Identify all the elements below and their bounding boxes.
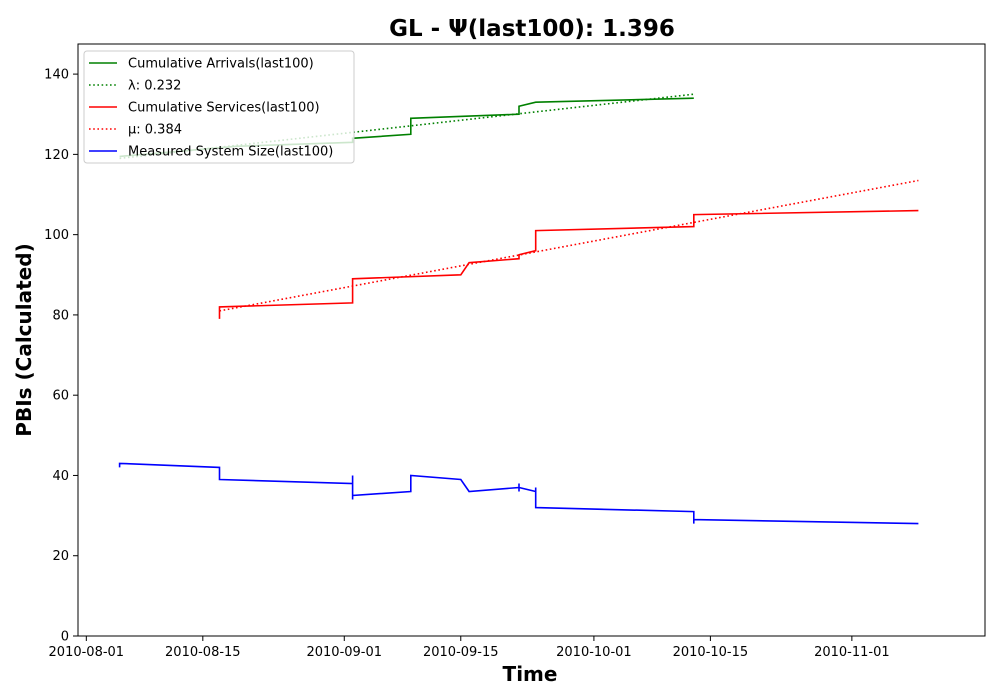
legend-label-0: Cumulative Arrivals(last100) <box>128 57 314 72</box>
legend-label-4: Measured System Size(last100) <box>128 145 333 160</box>
y-tick-label-3: 60 <box>52 389 69 404</box>
x-tick-label-4: 2010-10-01 <box>556 645 632 660</box>
y-tick-label-4: 80 <box>52 308 69 323</box>
series-line-3 <box>219 179 919 312</box>
y-tick-label-7: 140 <box>44 68 69 83</box>
x-tick-label-0: 2010-08-01 <box>49 645 125 660</box>
x-tick-label-6: 2010-11-01 <box>814 645 890 660</box>
y-tick-label-1: 20 <box>52 549 69 564</box>
legend: Cumulative Arrivals(last100) λ: 0.232 Cumu… <box>83 50 355 164</box>
y-axis-label: PBIs (Calculated) <box>12 243 36 436</box>
plot-frame <box>77 43 986 637</box>
chart-title: GL - Ψ(last100): 1.396 <box>389 16 675 42</box>
legend-label-3: μ: 0.384 <box>128 123 182 138</box>
legend-label-2: Cumulative Services(last100) <box>128 101 320 116</box>
axes: 2010-08-01 2010-08-15 2010-09-01 2010-09-15… <box>44 68 889 660</box>
y-tick-label-6: 120 <box>44 148 69 163</box>
x-tick-label-3: 2010-09-15 <box>423 645 499 660</box>
series-line-2 <box>218 209 919 319</box>
y-tick-label-5: 100 <box>44 228 69 243</box>
x-tick-label-5: 2010-10-15 <box>673 645 749 660</box>
x-axis-label: Time <box>503 662 558 686</box>
y-tick-label-2: 40 <box>52 469 69 484</box>
legend-box <box>83 50 355 164</box>
legend-label-1: λ: 0.232 <box>128 79 181 94</box>
y-tick-label-0: 0 <box>61 630 69 645</box>
series-line-4 <box>118 462 919 525</box>
x-tick-label-1: 2010-08-15 <box>165 645 241 660</box>
x-tick-label-2: 2010-09-01 <box>306 645 382 660</box>
